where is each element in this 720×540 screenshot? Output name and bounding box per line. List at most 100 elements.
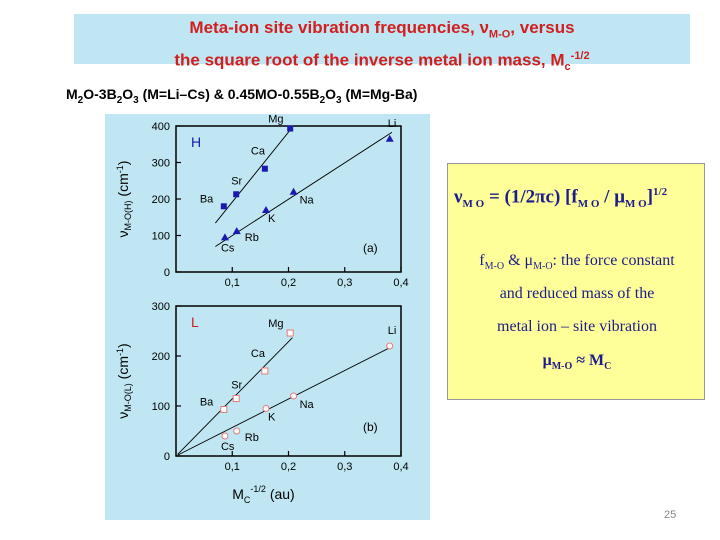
x-tick-label: 0,4 — [393, 461, 408, 473]
data-point-square — [287, 125, 294, 132]
title-text-2: the square root of the inverse metal ion… — [174, 51, 565, 71]
title-nu-sub: M-O — [488, 28, 511, 41]
data-point-triangle — [232, 227, 241, 235]
x-tick-label: 0,2 — [281, 461, 296, 473]
subtitle-sub: 2 — [77, 94, 84, 106]
y-tick-label: 200 — [152, 194, 170, 206]
formula-nu: ν — [454, 186, 463, 208]
subtitle-part: (M=Mg-Ba) — [341, 86, 418, 102]
subtitle-sub: 3 — [336, 94, 342, 106]
data-point-square — [220, 203, 227, 210]
corner-label: (a) — [363, 241, 378, 255]
formula-eq: = (1/2πc) [ — [484, 186, 572, 208]
formula-f: f — [571, 186, 578, 208]
y-tick-label: 0 — [164, 267, 170, 279]
point-label: K — [268, 412, 276, 424]
formula-sub: M O — [624, 198, 647, 211]
point-label: Rb — [245, 232, 259, 244]
y-axis-unit: (cm — [115, 173, 131, 200]
data-point-square — [232, 395, 240, 402]
subtitle-part: O — [122, 86, 134, 102]
formula-line-2: and reduced mass of the — [499, 285, 655, 302]
x-tick-label: 0,1 — [225, 461, 240, 473]
data-point-circle — [386, 342, 394, 350]
formula-box: νM O = (1/2πc) [fM O / μM O]1/2 fM-O & μ… — [447, 163, 705, 400]
formula-sub: M O — [577, 198, 600, 211]
point-label: Ca — [251, 348, 266, 360]
data-point-triangle — [262, 205, 270, 213]
y-axis-sup: -1 — [115, 165, 125, 173]
figure-panel: 0 100 200 300 400 0,1 0,2 0,3 0,4 H (a) νM-O(H) (cm… — [105, 114, 430, 520]
data-point-triangle — [385, 134, 394, 142]
panel-label: H — [191, 134, 201, 150]
subtitle-sub: 2 — [319, 94, 326, 106]
y-tick-label: 0 — [164, 451, 170, 463]
x-tick-label: 0,4 — [393, 277, 408, 289]
y-axis-close: ) — [115, 343, 131, 348]
data-point-triangle — [220, 233, 229, 241]
y-axis-sub: M-O(H) — [123, 200, 133, 230]
data-point-circle — [233, 427, 241, 435]
fit-line — [215, 126, 293, 224]
data-point-square — [261, 367, 269, 375]
point-label: Na — [300, 195, 315, 207]
subtitle-part: O-3B — [83, 86, 117, 102]
point-label: K — [268, 213, 276, 225]
composition-subtitle: M2O-3B2O3 (M=Li–Cs) & 0.45MO-0.55B2O3 (M… — [66, 86, 417, 106]
y-axis-sup: -1 — [115, 348, 125, 356]
data-point-circle — [221, 432, 229, 440]
y-tick-label: 100 — [152, 401, 170, 413]
x-tick-label: 0,3 — [337, 277, 352, 289]
x-tick-label: 0,3 — [337, 461, 352, 473]
title-line-2: the square root of the inverse metal ion… — [74, 45, 690, 78]
formula-close: ] — [646, 186, 654, 208]
title-line-1: Meta-ion site vibration frequencies, νM-… — [74, 17, 690, 45]
y-axis-label: νM-O(H) (cm-1) — [115, 161, 133, 238]
y-tick-label: 300 — [152, 158, 170, 170]
point-label: Rb — [245, 432, 259, 444]
fit-line — [177, 346, 393, 456]
point-label: Mg — [268, 114, 283, 126]
data-point-square — [233, 191, 240, 198]
formula-text: f — [479, 252, 485, 269]
y-axis-nu: ν — [115, 412, 131, 419]
title-text-end: , versus — [510, 18, 575, 37]
corner-label: (b) — [363, 420, 378, 434]
data-point-circle — [290, 392, 298, 400]
point-label: Ba — [200, 193, 214, 205]
y-axis-nu: ν — [115, 230, 131, 237]
point-label: Ba — [200, 397, 214, 409]
formula-sup: 1/2 — [653, 186, 668, 198]
subtitle-part: M — [66, 86, 78, 102]
formula-sub: M-O — [533, 261, 553, 273]
point-label: Ca — [251, 146, 266, 158]
data-point-square — [286, 329, 294, 337]
data-point-circle — [262, 405, 270, 412]
fit-line — [215, 131, 393, 247]
title-mass-sup: -1/2 — [570, 50, 590, 63]
data-point-square — [261, 165, 268, 172]
y-tick-label: 300 — [152, 301, 170, 313]
y-axis-sub: M-O(L) — [123, 383, 133, 412]
slide-title: Meta-ion site vibration frequencies, νM-… — [74, 14, 690, 73]
x-axis-label: MC-1/2 (au) — [232, 484, 294, 505]
formula-sub: M O — [462, 198, 485, 211]
formula-text: μ — [542, 352, 552, 369]
y-tick-label: 200 — [152, 351, 170, 363]
subtitle-part: O — [325, 86, 337, 102]
title-nu: ν — [479, 18, 489, 37]
x-axis-sub: C — [244, 495, 251, 505]
y-axis-label: νM-O(L) (cm-1) — [115, 343, 133, 418]
formula-sub: M-O — [551, 361, 573, 373]
x-tick-label: 0,2 — [281, 277, 296, 289]
x-axis-unit: (au) — [266, 486, 295, 502]
data-point-square — [220, 406, 228, 413]
formula-text: & μ — [504, 252, 534, 269]
y-tick-label: 100 — [152, 231, 170, 243]
x-axis-m: M — [232, 486, 244, 502]
page-number: 25 — [664, 509, 677, 521]
subtitle-sub: 3 — [133, 94, 139, 106]
y-axis-close: ) — [115, 161, 131, 166]
formula-text: ≈ M — [572, 352, 605, 369]
